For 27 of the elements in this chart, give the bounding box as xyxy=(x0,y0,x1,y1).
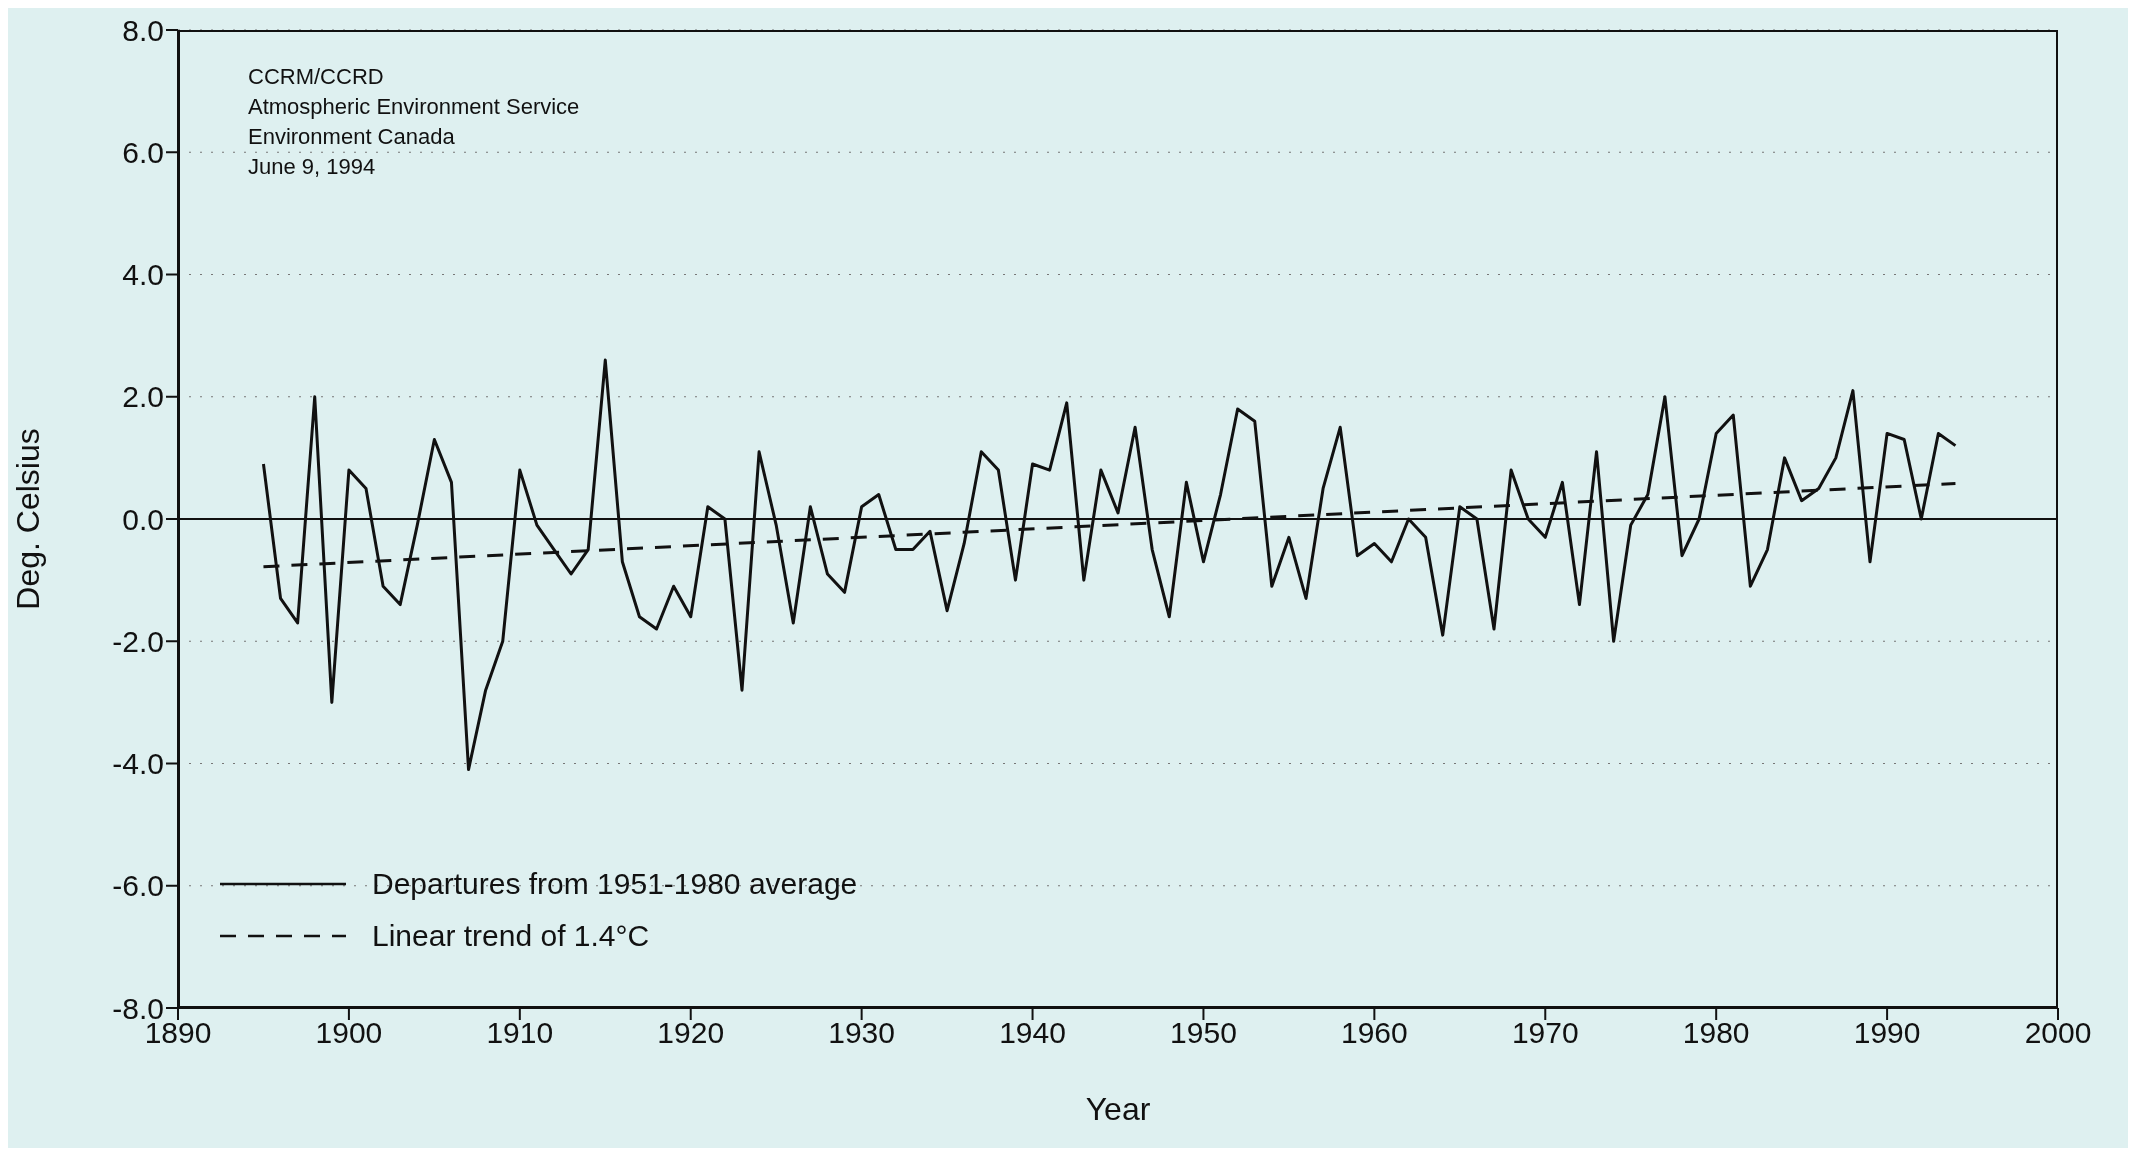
y-tick-label: -6.0 xyxy=(112,869,164,903)
x-tick-label: 1990 xyxy=(1853,1016,1921,1050)
y-tick-label: -4.0 xyxy=(112,747,164,781)
x-axis-title: Year xyxy=(1085,1091,1151,1127)
x-tick-label: 1950 xyxy=(1170,1016,1237,1050)
annotation: Atmospheric Environment Service xyxy=(248,93,580,121)
annotation: June 9, 1994 xyxy=(248,153,377,181)
x-tick-label: 1920 xyxy=(657,1016,725,1050)
legend-label: Linear trend of 1.4°C xyxy=(372,919,650,953)
x-tick-label: 1930 xyxy=(828,1016,896,1050)
x-tick-label: 1980 xyxy=(1682,1016,1750,1050)
x-tick-label: 1910 xyxy=(486,1016,554,1050)
x-tick-label: 1900 xyxy=(315,1016,383,1050)
x-tick-label: 1960 xyxy=(1340,1016,1408,1050)
x-tick-label: 2000 xyxy=(2024,1016,2092,1050)
legend-label: Departures from 1951-1980 average xyxy=(372,867,858,901)
annotation: Environment Canada xyxy=(248,123,456,151)
y-tick-label: 4.0 xyxy=(122,258,164,292)
annotation: CCRM/CCRD xyxy=(248,63,385,91)
x-tick-label: 1940 xyxy=(999,1016,1066,1050)
y-axis-title: Deg. Celsius xyxy=(10,428,47,610)
x-tick-label: 1970 xyxy=(1511,1016,1579,1050)
y-tick-label: -2.0 xyxy=(112,624,164,658)
y-tick-label: 8.0 xyxy=(122,13,164,47)
y-tick-label: 6.0 xyxy=(122,135,164,169)
y-tick-label: 2.0 xyxy=(122,380,164,414)
y-tick-label: 0.0 xyxy=(122,502,164,536)
